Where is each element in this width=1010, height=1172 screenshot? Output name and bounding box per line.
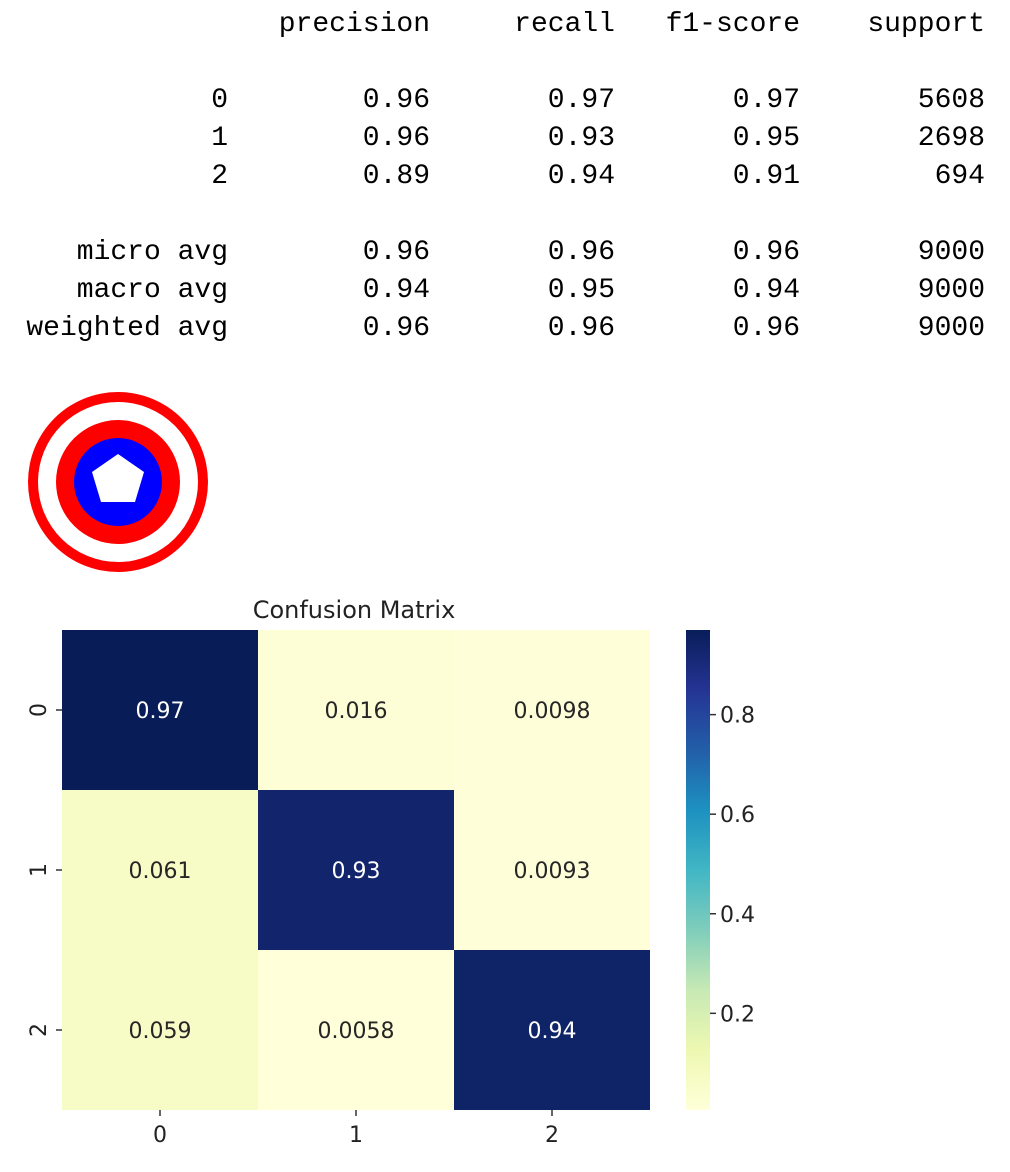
- colorbar-tick-label: 0.8: [720, 704, 755, 729]
- x-tick-label: 1: [349, 1123, 363, 1148]
- heatmap-cell: [62, 950, 258, 1110]
- heatmap-cell-label: 0.016: [325, 699, 388, 724]
- report-row-label: weighted avg: [26, 313, 228, 344]
- heatmap-cell: [62, 630, 258, 790]
- report-cell-recall: 0.94: [547, 161, 615, 192]
- heatmap-cell: [258, 790, 454, 950]
- heatmap-cell: [454, 790, 650, 950]
- heatmap-cell: [62, 790, 258, 950]
- report-cell-precision: 0.89: [362, 161, 430, 192]
- heatmap-cell: [258, 630, 454, 790]
- x-tick-label: 2: [545, 1123, 559, 1148]
- report-cell-support: 9000: [917, 313, 985, 344]
- report-cell-support: 9000: [917, 275, 985, 306]
- heatmap-cell-label: 0.0093: [514, 859, 591, 884]
- report-cell-recall: 0.95: [547, 275, 615, 306]
- report-cell-precision: 0.96: [362, 123, 430, 154]
- heatmap-cell: [454, 950, 650, 1110]
- heatmap-cell-label: 0.94: [528, 1019, 577, 1044]
- y-tick-label: 1: [27, 863, 52, 877]
- heatmap-cell-label: 0.97: [136, 699, 185, 724]
- heatmap-cell-label: 0.061: [129, 859, 192, 884]
- heatmap-cell: [258, 950, 454, 1110]
- heatmap-cell: [454, 630, 650, 790]
- report-cell-precision: 0.96: [362, 85, 430, 116]
- report-row-label: 2: [211, 161, 228, 192]
- report-cell-f1: 0.95: [732, 123, 800, 154]
- report-cell-precision: 0.96: [362, 237, 430, 268]
- report-cell-support: 9000: [917, 237, 985, 268]
- heatmap-cell-label: 0.0098: [514, 699, 591, 724]
- report-cell-precision: 0.96: [362, 313, 430, 344]
- colorbar-tick-label: 0.2: [720, 1002, 755, 1027]
- report-cell-support: 2698: [917, 123, 985, 154]
- report-row-label: macro avg: [76, 275, 228, 306]
- report-cell-f1: 0.97: [732, 85, 800, 116]
- report-cell-recall: 0.97: [547, 85, 615, 116]
- report-cell-f1: 0.96: [732, 237, 800, 268]
- report-cell-support: 5608: [917, 85, 985, 116]
- report-header-precision: precision: [278, 9, 430, 40]
- report-cell-recall: 0.96: [547, 313, 615, 344]
- report-cell-recall: 0.96: [547, 237, 615, 268]
- colorbar-tick-label: 0.6: [720, 803, 755, 828]
- report-header-recall: recall: [514, 9, 615, 40]
- report-cell-f1: 0.91: [732, 161, 800, 192]
- y-tick-label: 2: [27, 1023, 52, 1037]
- classification-report: precision recall f1-score support 0 0.96 0.97 0…: [0, 0, 1010, 360]
- shield-star: [92, 454, 144, 502]
- heatmap-cell-label: 0.0058: [318, 1019, 395, 1044]
- report-cell-precision: 0.94: [362, 275, 430, 306]
- report-header-support: support: [867, 9, 985, 40]
- captain-america-shield-icon: [24, 392, 216, 578]
- y-tick-label: 0: [27, 703, 52, 717]
- colorbar: [686, 630, 710, 1110]
- confusion-matrix-chart: Confusion Matrix 0.97 0.016 0.0098 0.061 0.9…: [27, 596, 755, 1148]
- report-row-label: 1: [211, 123, 228, 154]
- report-row-label: 0: [211, 85, 228, 116]
- chart-title: Confusion Matrix: [253, 596, 456, 624]
- report-cell-f1: 0.94: [732, 275, 800, 306]
- report-cell-support: 694: [934, 161, 985, 192]
- x-tick-label: 0: [153, 1123, 167, 1148]
- heatmap-cell-label: 0.93: [332, 859, 381, 884]
- report-row-label: micro avg: [76, 237, 228, 268]
- report-cell-recall: 0.93: [547, 123, 615, 154]
- report-cell-f1: 0.96: [732, 313, 800, 344]
- colorbar-tick-label: 0.4: [720, 903, 755, 928]
- heatmap-cell-label: 0.059: [129, 1019, 192, 1044]
- report-header-f1-score: f1-score: [665, 9, 800, 40]
